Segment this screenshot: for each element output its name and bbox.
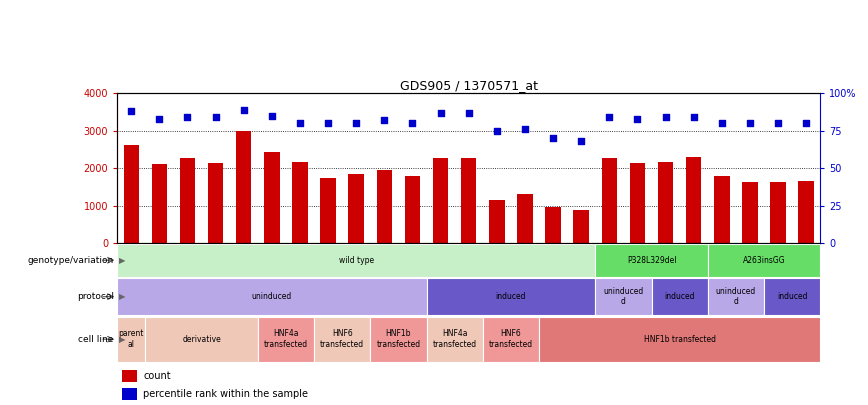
Bar — [489, 200, 504, 243]
Text: HNF4a
transfected: HNF4a transfected — [432, 330, 477, 349]
Text: uninduced: uninduced — [252, 292, 292, 301]
Text: HNF1b
transfected: HNF1b transfected — [377, 330, 420, 349]
Point — [546, 135, 560, 141]
Point — [799, 120, 813, 126]
Text: ▶: ▶ — [119, 256, 125, 265]
Bar — [461, 158, 477, 243]
Point — [124, 108, 138, 114]
Point — [518, 126, 532, 132]
Bar — [517, 194, 533, 243]
Point — [462, 109, 476, 116]
Point — [153, 115, 167, 122]
Bar — [714, 176, 730, 243]
Bar — [314, 317, 371, 362]
Text: induced: induced — [496, 292, 526, 301]
Point — [771, 120, 785, 126]
Bar — [377, 170, 392, 243]
Bar — [686, 157, 701, 243]
Point — [293, 120, 307, 126]
Bar — [264, 152, 279, 243]
Text: percentile rank within the sample: percentile rank within the sample — [143, 389, 308, 399]
Bar — [145, 317, 258, 362]
Bar — [117, 317, 145, 362]
Bar — [122, 388, 137, 400]
Bar — [652, 278, 707, 315]
Bar — [799, 181, 814, 243]
Point — [659, 114, 673, 120]
Bar — [545, 207, 561, 243]
Point — [321, 120, 335, 126]
Point — [349, 120, 363, 126]
Bar — [180, 158, 195, 243]
Text: ▶: ▶ — [119, 335, 125, 344]
Point — [265, 112, 279, 119]
Bar — [123, 145, 139, 243]
Title: GDS905 / 1370571_at: GDS905 / 1370571_at — [400, 79, 537, 92]
Bar — [207, 163, 223, 243]
Bar — [236, 130, 252, 243]
Point — [630, 115, 644, 122]
Text: HNF6
transfected: HNF6 transfected — [320, 330, 365, 349]
Bar — [483, 317, 539, 362]
Text: A263insGG: A263insGG — [743, 256, 786, 265]
Point — [378, 117, 391, 124]
Bar — [426, 317, 483, 362]
Text: HNF4a
transfected: HNF4a transfected — [264, 330, 308, 349]
Point — [602, 114, 616, 120]
Text: cell line: cell line — [78, 335, 114, 344]
Point — [237, 107, 251, 113]
Text: parent
al: parent al — [119, 330, 144, 349]
Bar — [293, 162, 308, 243]
Text: wild type: wild type — [339, 256, 374, 265]
Text: uninduced
d: uninduced d — [603, 287, 643, 306]
Bar — [707, 278, 764, 315]
Text: HNF6
transfected: HNF6 transfected — [489, 330, 533, 349]
Point — [208, 114, 222, 120]
Point — [715, 120, 729, 126]
Point — [405, 120, 419, 126]
Bar — [404, 176, 420, 243]
Bar — [574, 211, 589, 243]
Text: ▶: ▶ — [119, 292, 125, 301]
Text: induced: induced — [777, 292, 807, 301]
Bar — [764, 278, 820, 315]
Text: induced: induced — [664, 292, 695, 301]
Bar — [348, 174, 364, 243]
Bar — [258, 317, 314, 362]
Bar — [595, 278, 652, 315]
Bar — [426, 278, 595, 315]
Point — [687, 114, 700, 120]
Bar — [152, 164, 168, 243]
Bar — [770, 181, 786, 243]
Point — [575, 138, 589, 144]
Bar — [707, 244, 820, 277]
Bar — [602, 158, 617, 243]
Bar — [629, 163, 645, 243]
Point — [181, 114, 194, 120]
Bar — [433, 158, 449, 243]
Text: HNF1b transfected: HNF1b transfected — [644, 335, 715, 344]
Bar — [595, 244, 707, 277]
Bar — [117, 244, 595, 277]
Text: genotype/variation: genotype/variation — [28, 256, 114, 265]
Bar — [320, 178, 336, 243]
Point — [434, 109, 448, 116]
Bar — [122, 370, 137, 382]
Text: derivative: derivative — [182, 335, 221, 344]
Text: protocol: protocol — [76, 292, 114, 301]
Bar — [539, 317, 820, 362]
Bar — [371, 317, 426, 362]
Text: count: count — [143, 371, 171, 381]
Text: uninduced
d: uninduced d — [716, 287, 756, 306]
Point — [490, 127, 503, 134]
Bar — [742, 182, 758, 243]
Text: P328L329del: P328L329del — [627, 256, 676, 265]
Bar — [117, 278, 426, 315]
Point — [743, 120, 757, 126]
Bar — [658, 162, 674, 243]
